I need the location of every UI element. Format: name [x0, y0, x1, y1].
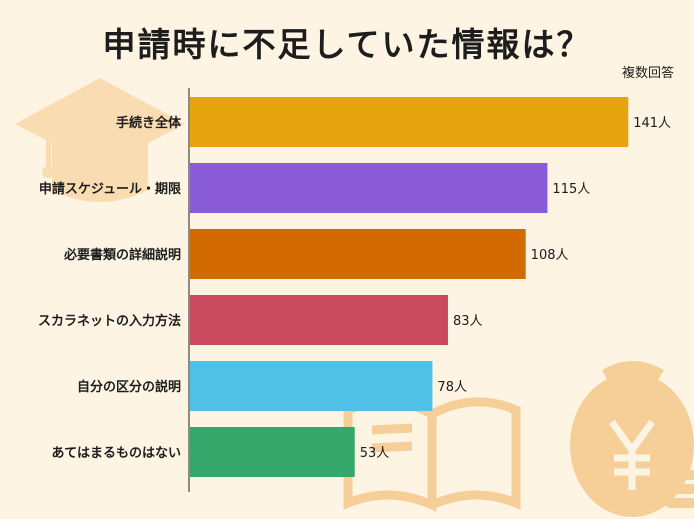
bar [190, 295, 448, 345]
bar [190, 97, 629, 147]
bar [190, 229, 526, 279]
value-label: 83人 [453, 314, 483, 329]
bar [190, 163, 548, 213]
category-label: あてはまるものはない [52, 446, 181, 461]
category-label: 申請スケジュール・期限 [39, 181, 182, 197]
graduation-cap-icon [15, 78, 185, 202]
bar [190, 361, 433, 411]
category-label: スカラネットの入力方法 [38, 313, 181, 329]
value-label: 78人 [437, 380, 467, 395]
category-label: 自分の区分の説明 [77, 379, 181, 395]
chart-title: 申請時に不足していた情報は？ [102, 25, 592, 64]
yen-symbol-icon [609, 419, 655, 490]
multiple-answer-note: 複数回答 [621, 66, 674, 81]
value-label: 115人 [552, 182, 590, 197]
category-label: 必要書類の詳細説明 [63, 247, 181, 263]
value-label: 53人 [360, 446, 390, 461]
bar [190, 427, 355, 477]
coin-stack-icon [666, 470, 694, 508]
value-label: 141人 [633, 116, 671, 131]
category-label: 手続き全体 [116, 115, 182, 131]
value-label: 108人 [531, 248, 569, 263]
